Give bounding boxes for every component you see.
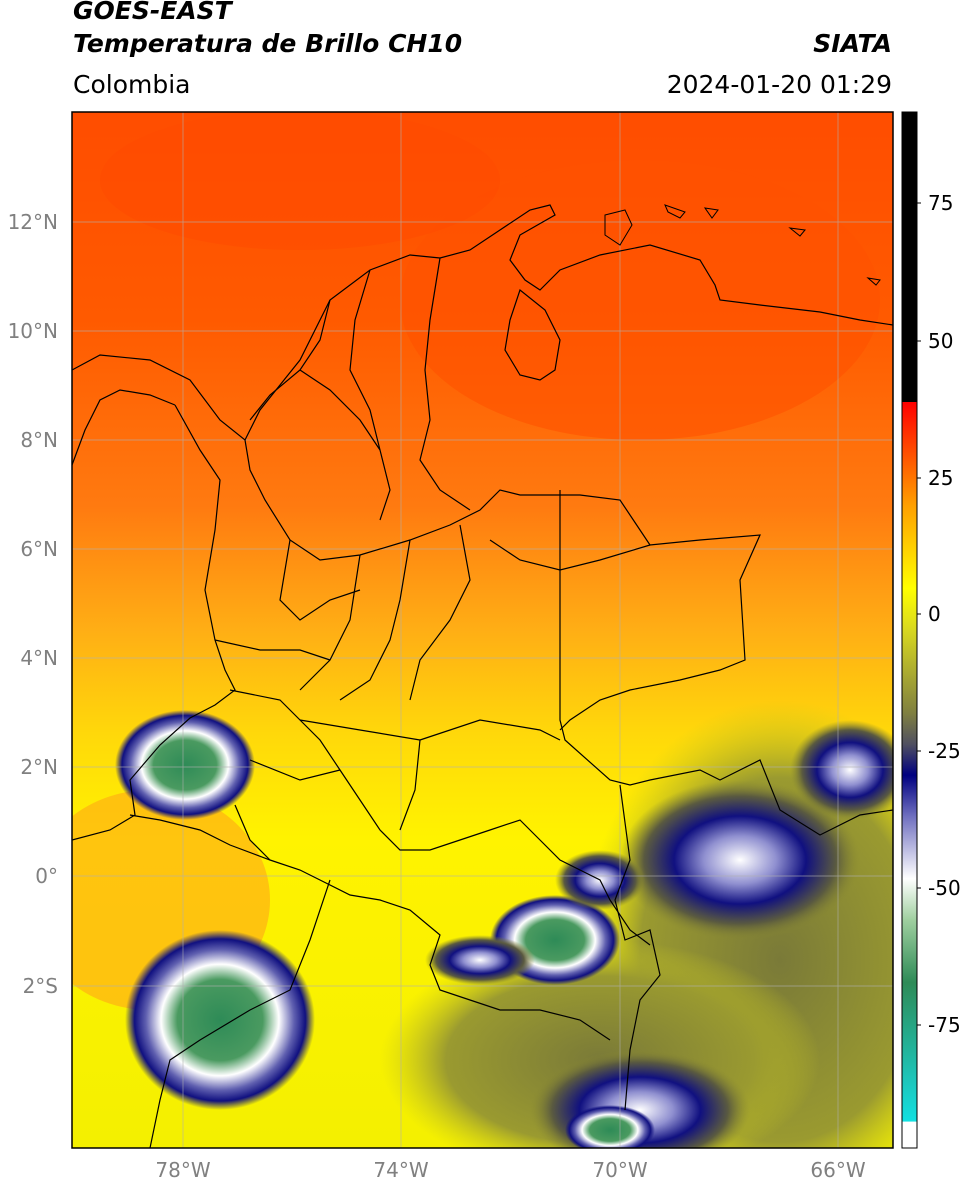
colorbar-label: 75 [928,191,954,215]
datetime-label: 2024-01-20 01:29 [666,70,892,99]
colorbar [901,111,918,1149]
boundaries [72,204,893,1148]
lat-label: 2°S [22,974,58,998]
colorbar-ticks [917,202,921,1026]
lon-label: 70°W [592,1158,648,1182]
colorbar-label: 25 [928,466,954,490]
lat-label: 0° [35,864,58,888]
lon-label: 66°W [810,1158,866,1182]
region-label: Colombia [73,70,191,99]
lat-label: 6°N [20,537,58,561]
product-title: Temperatura de Brillo CH10 [73,29,463,58]
islands [604,204,881,286]
agency-label: SIATA [813,29,892,58]
lat-label: 12°N [7,210,58,234]
lat-label: 2°N [20,755,58,779]
colorbar-label: -50 [928,876,961,900]
lat-label: 4°N [20,646,58,670]
colorbar-label: 0 [928,602,941,626]
map-frame [71,111,894,1149]
colorbar-label: 50 [928,329,954,353]
graticule [72,112,893,1148]
lat-label: 8°N [20,428,58,452]
colorbar-label: -25 [928,739,961,763]
lon-label: 78°W [155,1158,211,1182]
brightness-temperature-field [72,112,893,1148]
lon-label: 74°W [373,1158,429,1182]
colorbar-label: -75 [928,1013,961,1037]
lat-label: 10°N [7,319,58,343]
satellite-name: GOES-EAST [73,0,232,25]
